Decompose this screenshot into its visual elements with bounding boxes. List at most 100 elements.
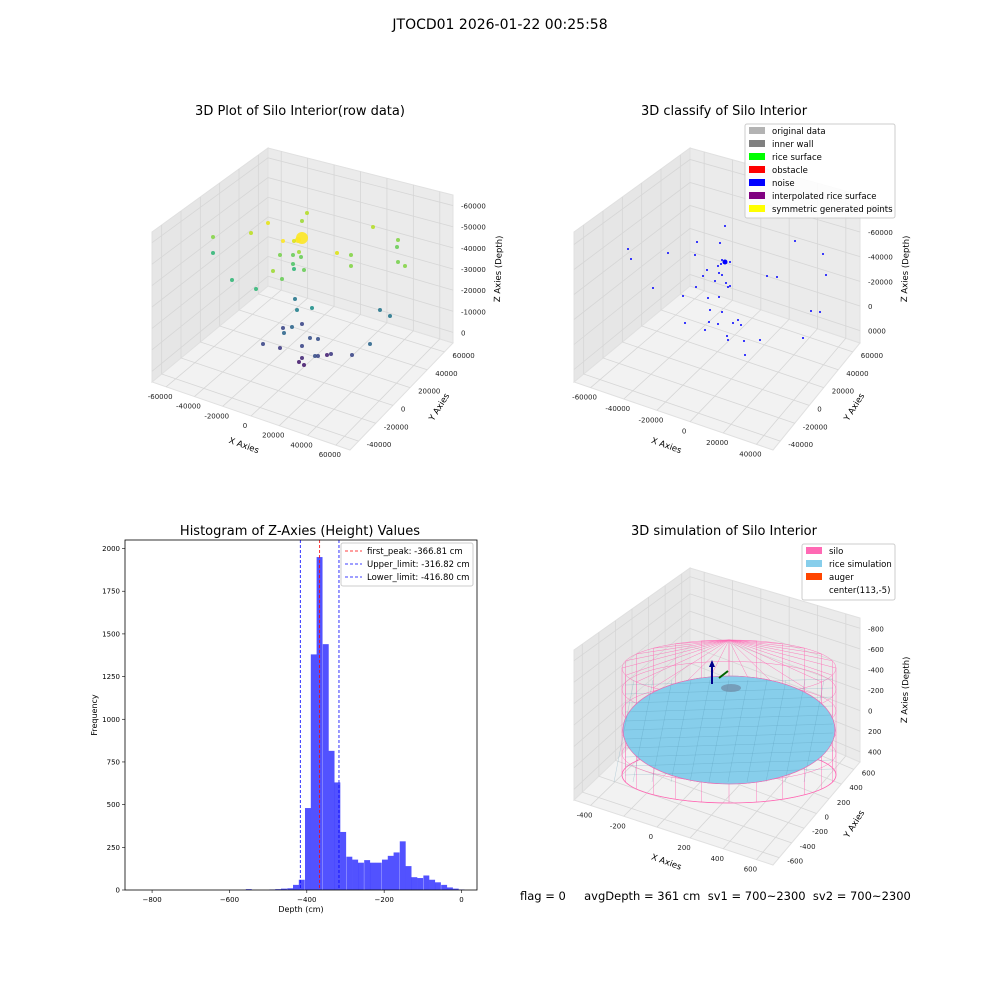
noise-point	[737, 319, 739, 321]
legend-swatch	[749, 166, 765, 173]
histogram-bar	[446, 887, 453, 890]
data-point	[305, 211, 309, 215]
x-tick-label: -20000	[204, 412, 229, 420]
legend-label: interpolated rice surface	[772, 192, 877, 202]
legend-swatch	[749, 153, 765, 160]
data-point	[396, 260, 400, 264]
plot1-zlabel: Z Axies (Depth)	[493, 235, 505, 302]
data-point	[349, 264, 353, 268]
histogram-bar	[393, 852, 400, 890]
legend-label: Upper_limit: -316.82 cm	[367, 560, 470, 570]
data-point	[293, 297, 297, 301]
data-point	[261, 342, 265, 346]
z-tick-label: 400	[868, 749, 881, 757]
noise-point	[695, 286, 697, 288]
x-tick-label: -60000	[148, 393, 173, 401]
rice-mesh-line	[784, 679, 806, 783]
z-tick-label: -60000	[868, 229, 893, 237]
plot3-ticks: −800 −600 −400 −200 0 0 250 500 750 1000 1250 1500 1…	[102, 545, 464, 904]
x-tick-label: 60000	[319, 451, 341, 459]
data-point	[302, 268, 306, 272]
noise-point	[724, 225, 726, 227]
legend-label: inner wall	[772, 140, 813, 150]
y-tick-label: 0	[116, 887, 120, 895]
histogram-bar	[357, 862, 364, 890]
legend-label: rice simulation	[829, 560, 892, 570]
data-point	[403, 264, 407, 268]
rice-mesh-line	[624, 759, 834, 767]
legend-swatch	[806, 573, 822, 580]
silo-roof-line	[728, 639, 805, 649]
x-tick-label: 0	[459, 896, 463, 904]
plot2-grid-line	[573, 274, 861, 370]
x-tick-label: 600	[744, 866, 757, 874]
y-tick-label: 1500	[102, 630, 120, 638]
legend-label: center(113,-5)	[829, 586, 890, 596]
rice-mesh-line	[624, 732, 834, 740]
plot2-grid-line	[679, 155, 853, 353]
x-tick-label: −400	[297, 896, 316, 904]
plot4-grid-line	[756, 613, 847, 860]
rice-mesh-line	[624, 714, 834, 722]
y-tick-label: 20000	[832, 388, 854, 396]
data-point	[300, 344, 304, 348]
silo-roof-line	[728, 639, 805, 689]
noise-point	[706, 269, 708, 271]
rice-mesh-line	[613, 679, 635, 783]
noise-point	[718, 272, 720, 274]
plot1-grid	[151, 151, 454, 446]
x-tick-label: −200	[375, 896, 394, 904]
plot4-ylabel: Y Axies	[842, 808, 868, 841]
plot3-legend: first_peak: -366.81 cm Upper_limit: -316.…	[340, 542, 474, 587]
auger-arm	[718, 670, 729, 679]
histogram-bar	[411, 877, 418, 890]
z-tick-label: 0	[461, 329, 465, 337]
x-tick-label: 200	[677, 844, 690, 852]
plot3-xlabel: Depth (cm)	[278, 905, 323, 914]
plot3-title: Histogram of Z-Axies (Height) Values	[179, 524, 421, 539]
x-tick-label: 20000	[706, 439, 728, 447]
data-point	[313, 354, 317, 358]
y-tick-label: 60000	[452, 352, 474, 360]
plot1-grid-line	[238, 169, 428, 371]
rice-mesh-line	[727, 679, 749, 783]
data-point	[230, 278, 234, 282]
plot2-grid-line	[722, 183, 818, 434]
rice-mesh-line	[632, 679, 654, 783]
data-point	[297, 360, 301, 364]
legend-swatch	[806, 560, 822, 567]
data-point	[249, 231, 253, 235]
noise-point	[727, 286, 729, 288]
status-footer: flag = 0 avgDepth = 361 cm sv1 = 700~230…	[520, 889, 911, 903]
silo-mid-ring	[622, 675, 836, 785]
plot1-grid-line	[180, 211, 376, 424]
plot4-zlabel: Z Axies (Depth)	[900, 656, 912, 723]
x-tick-label: -60000	[572, 394, 597, 402]
histogram-bar	[334, 782, 341, 890]
noise-point	[694, 254, 696, 256]
z-tick-label: 0	[868, 708, 872, 716]
histogram-bar	[399, 841, 406, 890]
plot4-ticks: -400-2000200400600-600-400-2000200400600…	[577, 625, 884, 873]
legend-swatch	[749, 179, 765, 186]
silo-roof-line	[728, 639, 833, 676]
plot4-grid-line	[573, 576, 861, 662]
data-point	[290, 325, 294, 329]
plot2-grid	[573, 151, 861, 445]
legend-label: silo	[829, 547, 843, 557]
data-point	[378, 308, 382, 312]
rice-mesh-line	[765, 679, 787, 783]
legend-label: rice surface	[772, 153, 822, 163]
noise-point	[725, 282, 727, 284]
data-point	[295, 237, 301, 243]
z-tick-label: -20000	[868, 278, 893, 286]
legend-swatch	[806, 547, 822, 554]
legend-swatch	[749, 140, 765, 147]
plot2-grid-line	[756, 191, 847, 445]
y-tick-label: 1000	[102, 716, 120, 724]
x-tick-label: 40000	[290, 441, 312, 449]
noise-point	[819, 311, 821, 313]
